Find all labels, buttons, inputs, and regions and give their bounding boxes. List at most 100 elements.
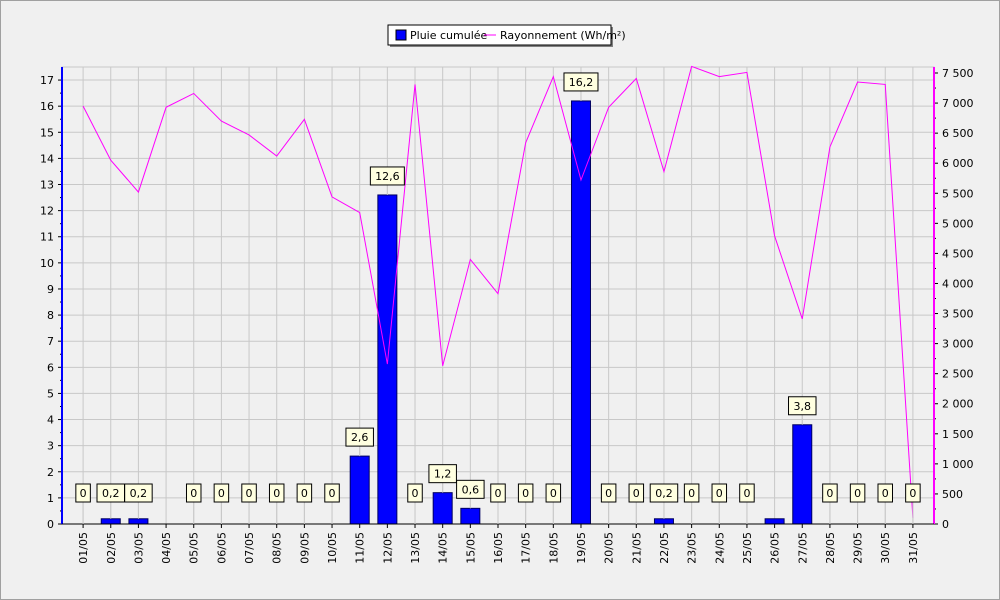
label-text: 0: [522, 487, 529, 500]
x-tick-label: 12/05: [381, 532, 394, 564]
x-tick-label: 24/05: [713, 532, 726, 564]
y-right-tick-label: 5 500: [942, 187, 974, 200]
label-box: [185, 483, 202, 503]
label-text: 1,2: [434, 468, 452, 481]
label-text: 0: [273, 487, 280, 500]
label-box: [268, 483, 285, 503]
y-right-tick-label: 7 000: [942, 97, 974, 110]
legend-swatch-rain: [395, 29, 407, 41]
bar-value-label: 0: [600, 483, 617, 524]
x-tick-label: 11/05: [354, 532, 367, 564]
rain-bar: [764, 518, 785, 525]
label-box: [905, 483, 921, 503]
bar-value-label: 0: [739, 483, 755, 524]
bar-value-label: 3,8: [788, 396, 817, 425]
bar-value-label: 0: [407, 483, 423, 524]
label-text: 0,6: [462, 483, 480, 496]
x-tick-label: 04/05: [160, 532, 173, 564]
label-text: 0: [605, 487, 612, 500]
y-left-tick-label: 7: [47, 335, 54, 348]
label-text: 0: [190, 487, 197, 500]
label-text: 0: [495, 487, 502, 500]
label-box: [75, 483, 91, 503]
rain-bar: [653, 518, 674, 525]
x-tick-label: 19/05: [575, 532, 588, 564]
y-right-tick-label: 6 000: [942, 157, 974, 170]
label-box: [490, 483, 506, 503]
legend-label-radiation: Rayonnement (Wh/m²): [500, 29, 626, 42]
rain-bar: [570, 100, 591, 525]
label-box: [683, 483, 700, 503]
bar-value-label: 0: [268, 483, 285, 524]
bar-value-label: 0,6: [456, 479, 485, 509]
x-tick-label: 16/05: [492, 532, 505, 564]
y-right-tick-label: 4 000: [942, 277, 974, 290]
y-right-tick-label: 3 500: [942, 308, 974, 321]
label-text: 0: [412, 487, 419, 500]
bar-value-label: 2,6: [345, 427, 374, 457]
label-text: 0: [633, 487, 640, 500]
x-tick-label: 09/05: [298, 532, 311, 564]
bar-value-label: 0: [324, 483, 340, 524]
y-left-tick-label: 10: [40, 257, 54, 270]
label-box: [124, 483, 153, 503]
legend-label-rain: Pluie cumulée: [410, 29, 488, 42]
label-box: [649, 483, 679, 503]
bar-value-labels: 0 0,2 0,2 0 0 0 0 0 0 2,6 12,6 0 1,2 0,6 0 0 0 16,2 0 0 0,2 0…: [75, 72, 921, 524]
label-text: 12,6: [375, 170, 400, 183]
label-text: 0: [743, 487, 750, 500]
label-box: [563, 72, 599, 92]
x-tick-label: 28/05: [824, 532, 837, 564]
x-tick-label: 26/05: [769, 532, 782, 564]
label-text: 2,6: [351, 431, 369, 444]
bar-value-label: 0,2: [96, 483, 126, 519]
label-text: 0,2: [102, 487, 120, 500]
y-left-tick-label: 13: [40, 179, 54, 192]
label-text: 0: [882, 487, 889, 500]
y-left-tick-label: 9: [47, 283, 54, 296]
x-tick-label: 25/05: [741, 532, 754, 564]
y-right-tick-label: 2 500: [942, 368, 974, 381]
bar-value-label: 0,2: [124, 483, 153, 519]
x-tick-label: 02/05: [105, 532, 118, 564]
y-left-tick-label: 17: [40, 74, 54, 87]
bar-value-label: 0: [905, 483, 921, 524]
label-box: [628, 483, 645, 503]
label-box: [849, 483, 866, 503]
label-text: 0: [688, 487, 695, 500]
y-left-tick-label: 14: [40, 152, 54, 165]
label-box: [877, 483, 893, 503]
y-right-tick-label: 5 000: [942, 217, 974, 230]
x-tick-label: 06/05: [215, 532, 228, 564]
bar-value-label: 0: [75, 483, 91, 524]
label-text: 0: [301, 487, 308, 500]
label-text: 0: [80, 487, 87, 500]
label-text: 3,8: [794, 400, 812, 413]
x-tick-label: 01/05: [77, 532, 90, 564]
label-box: [324, 483, 340, 503]
rain-bar: [460, 507, 481, 525]
y-right-tick-label: 6 500: [942, 127, 974, 140]
label-box: [517, 483, 534, 503]
y-right-tick-label: 500: [942, 488, 963, 501]
x-tick-label: 31/05: [907, 532, 920, 564]
label-text: 0: [246, 487, 253, 500]
x-tick-label: 15/05: [464, 532, 477, 564]
bar-value-label: 0: [517, 483, 534, 524]
label-text: 0,2: [655, 487, 673, 500]
x-tick-label: 29/05: [852, 532, 865, 564]
y-right-tick-label: 2 000: [942, 398, 974, 411]
x-tick-label: 03/05: [132, 532, 145, 564]
y-right-tick-label: 3 000: [942, 338, 974, 351]
label-box: [241, 483, 257, 503]
label-box: [407, 483, 423, 503]
x-tick-label: 08/05: [271, 532, 284, 564]
x-tick-label: 30/05: [879, 532, 892, 564]
label-text: 0: [716, 487, 723, 500]
y-right-tick-label: 0: [942, 518, 949, 531]
label-text: 0: [826, 487, 833, 500]
bar-value-label: 0: [241, 483, 257, 524]
y-left-tick-label: 15: [40, 126, 54, 139]
